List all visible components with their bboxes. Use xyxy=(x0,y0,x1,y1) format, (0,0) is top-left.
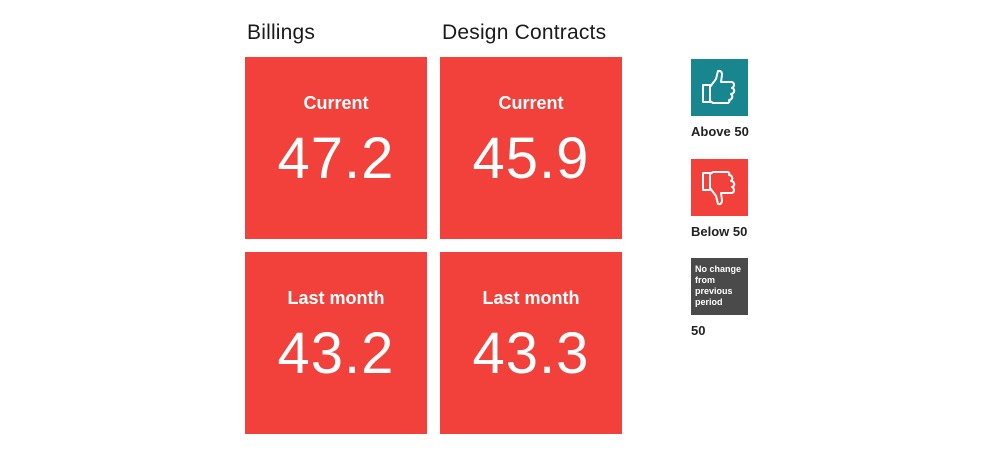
design-contracts-current-tile: Current 45.9 xyxy=(440,57,622,239)
billings-current-label: Current xyxy=(303,93,369,113)
no-change-note: No change from previous period xyxy=(695,264,742,307)
thumbs-up-icon xyxy=(702,69,736,104)
thumbs-down-icon xyxy=(702,171,736,206)
design-contracts-last-month-value: 43.3 xyxy=(472,321,590,386)
design-contracts-title: Design Contracts xyxy=(442,21,607,44)
billings-last-month-label: Last month xyxy=(287,288,385,308)
design-contracts-current-label: Current xyxy=(498,93,564,113)
billings-last-month-tile: Last month 43.2 xyxy=(245,252,427,434)
below-50-swatch xyxy=(691,159,748,216)
billings-last-month-value: 43.2 xyxy=(277,321,395,386)
billings-title: Billings xyxy=(247,21,316,44)
design-contracts-last-month-label: Last month xyxy=(482,288,580,308)
design-contracts-last-month-tile: Last month 43.3 xyxy=(440,252,622,434)
no-change-swatch: No change from previous period xyxy=(691,258,748,315)
billings-current-tile: Current 47.2 xyxy=(245,57,427,239)
billings-current-value: 47.2 xyxy=(277,126,395,191)
design-contracts-current-value: 45.9 xyxy=(472,126,590,191)
above-50-caption: Above 50 xyxy=(691,124,749,139)
below-50-caption: Below 50 xyxy=(691,224,748,239)
no-change-caption: 50 xyxy=(691,323,706,338)
above-50-swatch xyxy=(691,59,748,116)
